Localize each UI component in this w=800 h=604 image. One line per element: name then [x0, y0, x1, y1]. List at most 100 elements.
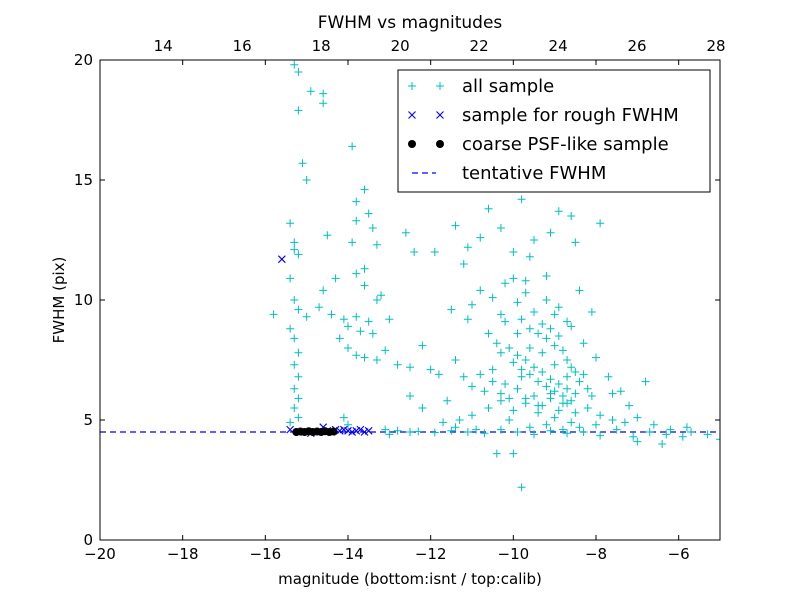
point-plus: [538, 348, 547, 357]
y-axis-label: FWHM (pix): [50, 257, 68, 344]
point-plus: [319, 286, 328, 295]
point-plus: [406, 428, 414, 436]
point-plus: [401, 228, 410, 237]
point-plus: [550, 387, 559, 396]
point-plus: [554, 303, 563, 312]
ticks-layer: −20 −18 −16 −14 −12 −10 −8 −6 14 16 18 20 22 24 26 28 0 5…: [74, 37, 726, 563]
point-plus: [658, 440, 667, 448]
top-x-tick-label: 26: [628, 37, 647, 55]
legend-markers: [408, 82, 444, 174]
point-plus: [509, 274, 518, 283]
point-plus: [352, 197, 361, 206]
point-plus: [484, 204, 493, 213]
point-plus: [550, 413, 559, 422]
point-plus: [484, 404, 493, 412]
point-plus: [645, 428, 654, 436]
point-plus: [616, 387, 625, 396]
point-plus: [513, 298, 522, 307]
x-tick-label: −18: [167, 545, 199, 563]
point-plus: [678, 432, 687, 441]
point-plus: [451, 423, 460, 432]
point-plus: [294, 394, 303, 403]
point-plus: [534, 329, 543, 338]
point-plus: [377, 291, 386, 300]
point-plus: [608, 416, 617, 424]
legend: all sample sample for rough FWHM coarse …: [397, 69, 711, 193]
point-plus: [608, 389, 617, 398]
point-plus: [558, 425, 567, 434]
point-plus: [339, 315, 348, 324]
point-plus: [579, 428, 588, 436]
point-plus: [488, 365, 497, 374]
point-plus: [558, 346, 567, 355]
point-plus: [567, 363, 576, 372]
point-plus: [509, 358, 518, 367]
point-plus: [451, 221, 460, 230]
point-plus: [567, 418, 576, 427]
point-plus: [546, 394, 555, 403]
point-plus: [319, 99, 328, 108]
point-plus: [641, 377, 650, 386]
point-plus: [372, 240, 381, 249]
point-plus: [385, 430, 394, 439]
top-x-tick-label: 24: [549, 37, 568, 55]
point-plus: [534, 408, 543, 417]
point-plus: [492, 339, 501, 348]
point-plus: [563, 399, 572, 408]
point-plus: [579, 339, 588, 348]
point-plus: [530, 430, 538, 439]
point-plus: [488, 293, 497, 302]
point-x: [364, 426, 373, 435]
point-plus: [571, 238, 580, 247]
point-plus: [513, 384, 522, 393]
point-plus: [666, 425, 675, 434]
point-plus: [430, 248, 439, 256]
legend-box: [397, 69, 711, 193]
point-plus: [426, 365, 435, 374]
point-plus: [286, 219, 295, 228]
point-plus: [604, 372, 613, 381]
point-plus: [306, 87, 315, 96]
point-plus: [492, 449, 501, 458]
point-plus: [364, 317, 373, 326]
point-plus: [542, 334, 551, 343]
point-plus: [579, 370, 588, 379]
point-plus: [385, 315, 394, 324]
point-plus: [583, 384, 592, 393]
point-plus: [496, 348, 505, 357]
point-plus: [406, 392, 414, 400]
point-plus: [501, 317, 510, 326]
point-plus: [546, 324, 555, 333]
point-plus: [525, 370, 534, 379]
point-plus: [344, 420, 352, 429]
point-plus: [521, 276, 530, 285]
point-plus: [352, 269, 361, 278]
point-plus: [381, 346, 390, 355]
point-plus: [476, 370, 485, 379]
point-plus: [550, 310, 559, 319]
point-plus: [612, 425, 621, 434]
point-plus: [319, 89, 328, 98]
point-plus: [530, 363, 538, 372]
point-plus: [496, 389, 505, 398]
point-plus: [360, 264, 369, 273]
point-plus: [575, 377, 584, 386]
point-plus: [534, 377, 543, 386]
point-plus: [418, 341, 427, 350]
point-plus: [682, 423, 691, 432]
point-plus: [542, 420, 551, 429]
chart-title: FWHM vs magnitudes: [318, 13, 503, 33]
point-plus: [505, 344, 514, 352]
point-plus: [463, 315, 472, 324]
point-plus: [525, 324, 534, 333]
point-plus: [286, 418, 295, 427]
point-plus: [530, 236, 538, 244]
point-plus: [484, 329, 493, 338]
point-plus: [368, 329, 377, 338]
point-plus: [294, 348, 303, 357]
point-plus: [649, 420, 658, 429]
point-plus: [505, 394, 514, 403]
point-plus: [459, 260, 468, 268]
y-tick-label: 15: [74, 171, 93, 189]
point-plus: [468, 300, 476, 309]
